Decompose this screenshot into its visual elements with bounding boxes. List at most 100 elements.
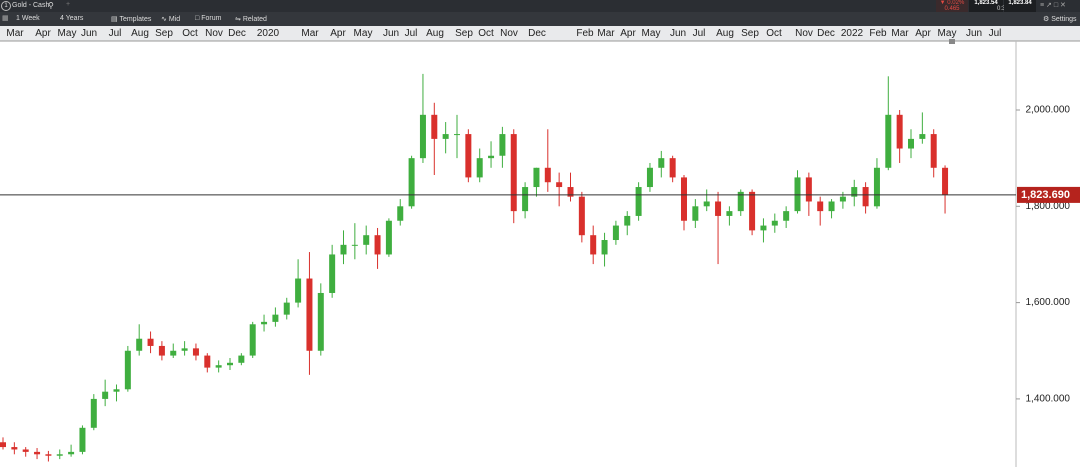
x-tick-label: Oct [766, 28, 782, 39]
y-tick-label: 1,400.000 [1026, 394, 1071, 405]
candle-body [215, 365, 222, 368]
templates-label: Templates [119, 16, 152, 23]
candle-body [419, 114, 426, 159]
candle-body [692, 206, 699, 221]
x-tick-label: Nov [205, 28, 223, 39]
candle-body [272, 314, 279, 322]
candle-body [771, 220, 778, 226]
x-tick-label: 2022 [841, 28, 864, 39]
settings-button[interactable]: ⚙ Settings [1043, 16, 1077, 23]
candle-body [567, 187, 574, 197]
x-tick-label: Jun [81, 28, 97, 39]
candle-body [658, 158, 665, 168]
window-controls[interactable]: ≡ ↗ □ ✕ [1040, 2, 1066, 9]
candle-body [919, 134, 926, 139]
change-points: 0.465 [944, 6, 960, 12]
candle-body [930, 134, 937, 168]
candle-body [726, 211, 733, 216]
candle-body [351, 244, 358, 246]
templates-button[interactable]: ▤ Templates [111, 16, 152, 23]
sell-box[interactable]: 1,823.54 0:30 [969, 0, 1009, 12]
candle-body [488, 155, 495, 159]
candle-body [476, 158, 483, 178]
price-chart: Mar Apr May Jun Jul Aug Sep Oct Nov Dec 2020 Mar Apr… [0, 26, 1080, 467]
candle-body [737, 191, 744, 212]
y-tick-label: 1,600.000 [1026, 297, 1071, 308]
related-button[interactable]: ⇋ Related [235, 16, 267, 23]
layout-icon[interactable]: ▦ [2, 15, 9, 22]
x-tick-label: Sep [455, 28, 473, 39]
candle-body [783, 211, 790, 221]
x-tick-label: Apr [35, 28, 51, 39]
candle-body [590, 235, 597, 255]
x-tick-label: Mar [597, 28, 615, 39]
buy-price: 1,823.84 [1008, 0, 1032, 6]
candle-body [624, 215, 631, 226]
x-tick-label: Aug [131, 28, 149, 39]
candle-body [839, 196, 846, 202]
candle-body [90, 398, 97, 428]
candle-body [249, 324, 256, 356]
candle-body [113, 389, 120, 392]
candle-body [22, 449, 29, 452]
candle-body [760, 225, 767, 231]
x-tick-label: Nov [795, 28, 813, 39]
change-box: ▼ 0.02% 0.465 [936, 0, 968, 12]
x-tick-label: Mar [6, 28, 24, 39]
last-price-label: 1,823.690 [1021, 189, 1070, 201]
related-label: Related [242, 16, 267, 23]
mid-button[interactable]: ∿ Mid [161, 16, 181, 23]
candle-body [56, 454, 63, 456]
candle-body [317, 292, 324, 351]
x-tick-label: Apr [915, 28, 931, 39]
candle-body [431, 114, 438, 139]
y-tick-label: 2,000.000 [1026, 105, 1071, 116]
candle-body [147, 338, 154, 346]
candle-body [124, 350, 131, 390]
candle-body [408, 158, 415, 207]
x-tick-label: Nov [500, 28, 518, 39]
candle-body [601, 240, 608, 255]
candle-body [896, 114, 903, 149]
candle-body [828, 201, 835, 212]
add-tab[interactable]: + [66, 1, 71, 8]
candle-body [635, 187, 642, 216]
x-tick-label: Apr [330, 28, 346, 39]
candle-body [510, 134, 517, 212]
mid-label: Mid [168, 16, 181, 23]
x-tick-label: May [642, 28, 661, 39]
candle-body [703, 201, 710, 207]
last-price-box [1017, 186, 1080, 203]
buy-box[interactable]: 1,823.84 [1004, 0, 1036, 12]
candle-body [442, 134, 449, 139]
instrument-icon: 1 [1, 1, 11, 11]
period[interactable]: 4 Years [60, 15, 84, 22]
x-tick-label: Dec [817, 28, 835, 39]
x-tick-label: Feb [869, 28, 887, 39]
candle-body [522, 187, 529, 212]
x-tick-label: Jul [109, 28, 122, 39]
candle-body [499, 134, 506, 156]
forum-button[interactable]: □ Forum [195, 15, 222, 22]
scroll-marker[interactable] [949, 39, 955, 44]
candle-body [283, 302, 290, 315]
candle-body [170, 350, 177, 356]
candle-body [749, 191, 756, 231]
candle-body [681, 177, 687, 221]
x-tick-label: Mar [891, 28, 909, 39]
timeframe[interactable]: 1 Week [16, 15, 40, 22]
instrument-name[interactable]: Gold - Cash [12, 2, 50, 9]
x-tick-label: 2020 [257, 28, 280, 39]
candle-body [794, 177, 801, 212]
x-tick-label: Jun [670, 28, 686, 39]
candle-body [646, 167, 653, 188]
y-tick-label: 1,800.000 [1026, 201, 1071, 212]
settings-label: Settings [1051, 16, 1077, 23]
candle-body [942, 167, 949, 195]
candle-body [873, 167, 880, 207]
forum-label: Forum [201, 15, 222, 22]
candle-body [295, 278, 302, 303]
countdown: 0:30 [997, 6, 1009, 12]
search-icon[interactable]: ⚲ [48, 1, 54, 10]
